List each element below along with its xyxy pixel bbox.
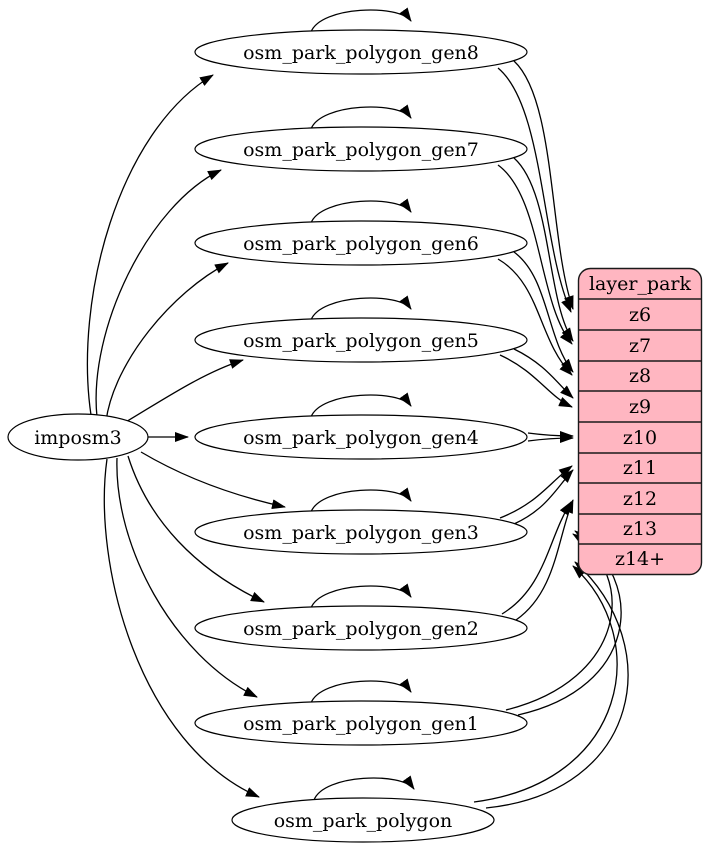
layer-row-z14: z14+ [615, 548, 665, 570]
self-loop-gen8 [310, 7, 412, 33]
edge-imposm3-gen6 [105, 262, 229, 422]
gen6-label: osm_park_polygon_gen6 [243, 233, 479, 255]
gen2-ellipse [194, 605, 528, 651]
node-osm-park-polygon-gen5: osm_park_polygon_gen5 [194, 317, 528, 363]
edges-to-layer [473, 60, 629, 809]
self-loop-edges [310, 7, 415, 801]
node-osm-park-polygon: osm_park_polygon [231, 797, 495, 843]
base-ellipse [231, 797, 495, 843]
self-loop-gen2 [310, 583, 412, 609]
edge-gen8-z6-b [497, 67, 572, 313]
gen1-ellipse [194, 700, 528, 746]
layer-row-z6: z6 [629, 304, 651, 326]
gen1-label: osm_park_polygon_gen1 [243, 713, 479, 735]
edge-gen8-z6-a [513, 60, 574, 310]
edge-gen4-z10-a [527, 430, 574, 441]
layer-row-z10: z10 [623, 427, 657, 449]
edge-imposm3-gen7 [95, 169, 222, 418]
gen5-label: osm_park_polygon_gen5 [243, 330, 479, 352]
base-label: osm_park_polygon [274, 810, 453, 832]
edge-gen2-z12-b [501, 501, 572, 615]
node-osm-park-polygon-gen2: osm_park_polygon_gen2 [194, 605, 528, 651]
edge-gen7-z7-b [497, 164, 573, 345]
node-osm-park-polygon-gen7: osm_park_polygon_gen7 [194, 126, 528, 172]
layer-park-title: layer_park [589, 273, 692, 295]
gen7-ellipse [194, 126, 528, 172]
imposm3-label: imposm3 [34, 427, 122, 449]
edge-base-z14-b [473, 565, 618, 803]
gen8-label: osm_park_polygon_gen8 [243, 42, 479, 64]
edge-imposm3-gen8 [86, 74, 214, 416]
self-loop-gen1 [310, 678, 412, 704]
node-osm-park-polygon-gen6: osm_park_polygon_gen6 [194, 220, 528, 266]
edge-imposm3-gen5 [118, 359, 244, 427]
edge-imposm3-base [103, 458, 260, 798]
gen5-ellipse [194, 317, 528, 363]
edge-gen7-z7-a [513, 157, 574, 342]
gen3-ellipse [194, 509, 528, 555]
edge-base-z14-a [485, 561, 629, 809]
edge-imposm3-gen3 [140, 451, 286, 510]
self-loop-gen5 [310, 295, 412, 321]
edge-imposm3-gen1 [116, 457, 258, 698]
imposm3-ellipse [7, 413, 149, 461]
gen2-label: osm_park_polygon_gen2 [243, 618, 479, 640]
layer-row-z9: z9 [629, 396, 651, 418]
self-loop-gen3 [310, 487, 412, 513]
node-osm-park-polygon-gen4: osm_park_polygon_gen4 [194, 414, 528, 460]
gen4-label: osm_park_polygon_gen4 [243, 427, 479, 449]
node-imposm3: imposm3 [7, 413, 149, 461]
layer-row-z8: z8 [629, 365, 651, 387]
edge-gen3-z11-b [499, 465, 573, 519]
node-osm-park-polygon-gen1: osm_park_polygon_gen1 [194, 700, 528, 746]
self-loop-gen7 [310, 104, 412, 130]
edge-gen5-z9-a [513, 348, 574, 399]
layer-row-z12: z12 [623, 488, 657, 510]
edge-imposm3-gen2 [127, 455, 265, 603]
layer-park-table: layer_park z6 z7 z8 z9 z10 z11 z12 z13 z… [577, 267, 703, 576]
layer-row-z11: z11 [623, 457, 657, 479]
self-loop-gen4 [310, 392, 412, 418]
edge-gen5-z9-b [499, 354, 573, 408]
self-loop-base [313, 775, 415, 801]
node-osm-park-polygon-gen8: osm_park_polygon_gen8 [194, 29, 528, 75]
gen8-ellipse [194, 29, 528, 75]
gen7-label: osm_park_polygon_gen7 [243, 139, 479, 161]
layer-row-z7: z7 [629, 335, 651, 357]
edge-gen6-z8-b [497, 258, 573, 376]
gen4-ellipse [194, 414, 528, 460]
edge-gen6-z8-a [513, 251, 574, 373]
edges-from-source [86, 74, 286, 798]
layer-row-z13: z13 [623, 518, 657, 540]
gen3-label: osm_park_polygon_gen3 [243, 522, 479, 544]
self-loop-gen6 [310, 198, 412, 224]
node-osm-park-polygon-gen3: osm_park_polygon_gen3 [194, 509, 528, 555]
gen6-ellipse [194, 220, 528, 266]
edge-gen4-z10-b [527, 433, 574, 444]
